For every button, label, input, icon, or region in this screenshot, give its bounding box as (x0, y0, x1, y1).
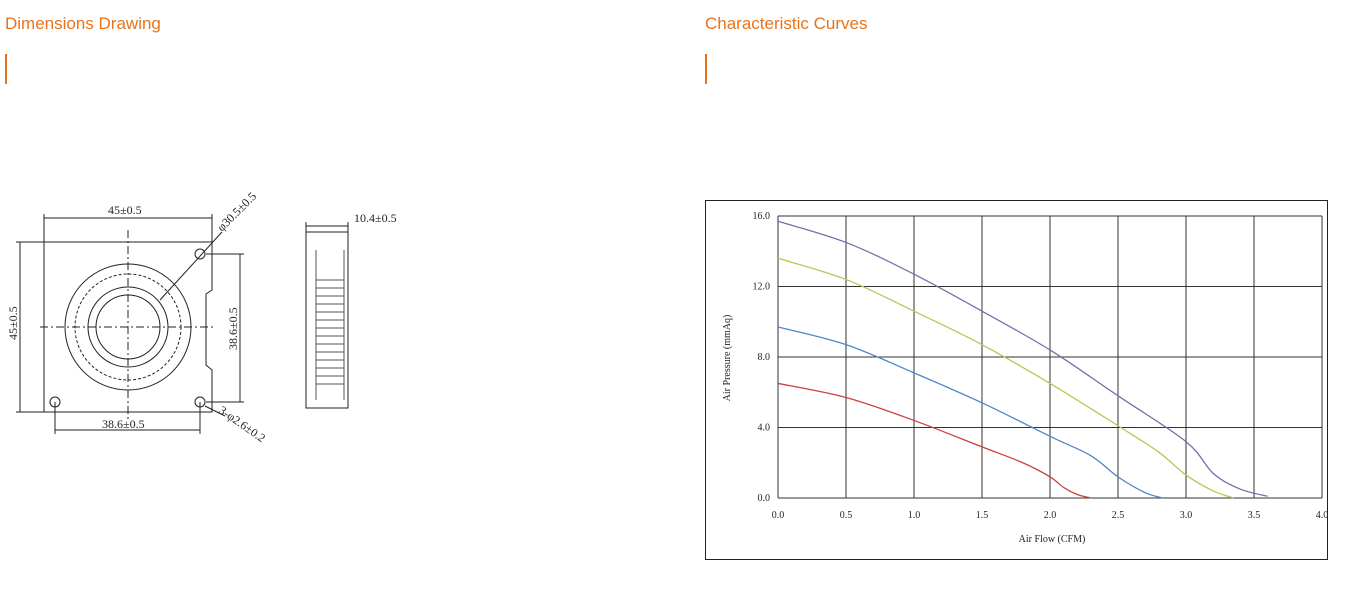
characteristic-curves-chart: 0.0 0.5 1.0 1.5 2.0 2.5 3.0 3.5 4.0 0.0 4.0 8.0 12.0… (705, 200, 1328, 560)
mounting-hole-bottom-right (194, 396, 206, 408)
x-tick-label: 2.5 (1112, 510, 1125, 521)
dim-height-left: 45±0.5 (6, 306, 20, 340)
y-tick-label: 4.0 (758, 423, 771, 434)
x-axis-label: Air Flow (CFM) (1019, 534, 1086, 545)
x-tick-label: 2.0 (1044, 510, 1057, 521)
y-tick-label: 0.0 (758, 493, 771, 504)
series-line-2 (777, 257, 1234, 499)
dim-hole-spacing-v: 38.6±0.5 (226, 307, 240, 350)
x-tick-label: 1.0 (908, 510, 921, 521)
chart-series (777, 220, 1268, 499)
fan-body-outline (43, 241, 213, 413)
x-tick-label: 3.0 (1180, 510, 1193, 521)
x-tick-label: 3.5 (1248, 510, 1261, 521)
dimensions-drawing: 45±0.5 φ30.5±0.5 45±0.5 38.6±0.5 38.6±0.… (6, 190, 397, 445)
x-tick-label: 0.0 (772, 510, 785, 521)
y-tick-label: 16.0 (753, 211, 771, 222)
y-tick-label: 12.0 (753, 282, 771, 293)
dim-hole-spacing-h: 38.6±0.5 (102, 417, 145, 431)
characteristic-curves-title: Characteristic Curves (705, 14, 868, 33)
x-tick-label: 4.0 (1316, 510, 1328, 521)
series-line-3 (777, 326, 1164, 499)
mounting-hole-bottom-left (49, 396, 61, 408)
dim-holes: 3-φ2.6±0.2 (216, 403, 268, 445)
series-line-1 (777, 220, 1268, 497)
chart-frame (705, 200, 1328, 560)
x-tick-label: 1.5 (976, 510, 989, 521)
mounting-hole-top-right (194, 248, 206, 260)
x-tick-label: 0.5 (840, 510, 853, 521)
y-tick-label: 8.0 (758, 352, 771, 363)
dim-thickness: 10.4±0.5 (354, 211, 397, 225)
curves-accent-bar (705, 54, 707, 84)
y-axis-label: Air Pressure (mmAq) (722, 315, 733, 402)
chart-ticks: 0.0 0.5 1.0 1.5 2.0 2.5 3.0 3.5 4.0 0.0 4.0 8.0 12.0… (753, 211, 1329, 521)
chart-grid (777, 215, 1323, 499)
side-view-outline (305, 231, 349, 409)
series-line-4 (777, 382, 1091, 499)
dimensions-accent-bar (5, 54, 7, 84)
dimensions-drawing-title: Dimensions Drawing (5, 14, 161, 33)
dim-diameter: φ30.5±0.5 (214, 190, 259, 234)
dim-width-top: 45±0.5 (108, 203, 142, 217)
